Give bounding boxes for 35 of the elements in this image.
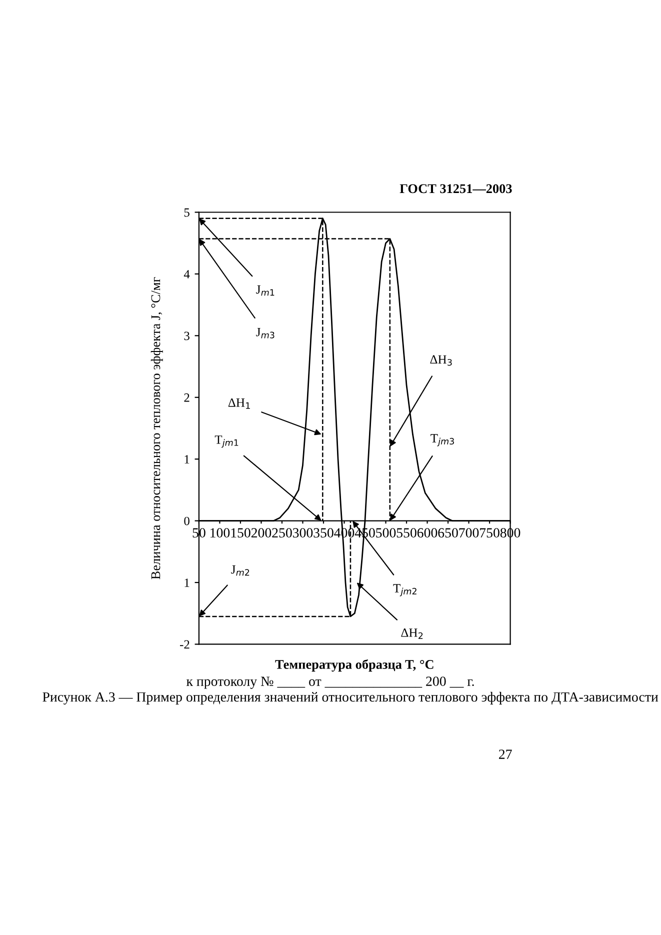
y-axis-title: Величина относительного теплового эффекта J, °С/мг <box>150 277 163 580</box>
x-tick-label: 500 <box>376 528 396 538</box>
annotation: ΔH$_{1}$ <box>228 398 250 409</box>
x-tick-label: 250 <box>272 528 292 538</box>
x-tick-label: 750 <box>480 528 500 538</box>
y-tick-label: 4 <box>184 270 190 278</box>
y-tick-label: 3 <box>184 332 190 340</box>
x-tick-label: 100 <box>210 528 230 538</box>
x-axis-title: Температура образца T, °С <box>275 659 434 672</box>
x-tick-label: 650 <box>438 528 458 538</box>
x-tick-label: 200 <box>251 528 272 538</box>
y-tick-label: 2 <box>184 393 190 402</box>
x-tick-label: 550 <box>396 528 416 538</box>
annotation: J$_{m1}$ <box>256 285 274 296</box>
x-tick-label: 300 <box>292 528 313 538</box>
text: 27 <box>498 750 512 759</box>
x-tick-label: 600 <box>417 528 438 538</box>
annotation: J$_{m2}$ <box>231 565 250 576</box>
y-tick-label: 1 <box>184 455 190 464</box>
y-tick-label: 1 <box>184 578 190 587</box>
x-tick-label: 350 <box>314 528 334 538</box>
annotation: T$_{jm3}$ <box>430 434 454 446</box>
annotation: ΔH$_{2}$ <box>401 628 423 639</box>
annotation: ΔH$_{3}$ <box>430 355 452 366</box>
text: Рисунок А.3 — Пример определения значений относительного теплового эффекта по ДТА-зависимости <box>42 692 658 705</box>
annotation: J$_{m3}$ <box>256 328 274 338</box>
annotation: T$_{jm1}$ <box>214 436 238 448</box>
annotation: T$_{jm2}$ <box>393 584 416 596</box>
y-tick-label: 0 <box>184 516 190 526</box>
x-tick-label: 150 <box>231 528 250 538</box>
y-tick-label: -2 <box>180 640 190 649</box>
text: ГОСТ 31251—2003 <box>400 184 512 194</box>
text: к протоколу № ____ от ______________ 200 __ г. <box>186 676 474 689</box>
y-tick-label: 5 <box>184 208 190 217</box>
x-tick-label: 700 <box>459 528 479 538</box>
